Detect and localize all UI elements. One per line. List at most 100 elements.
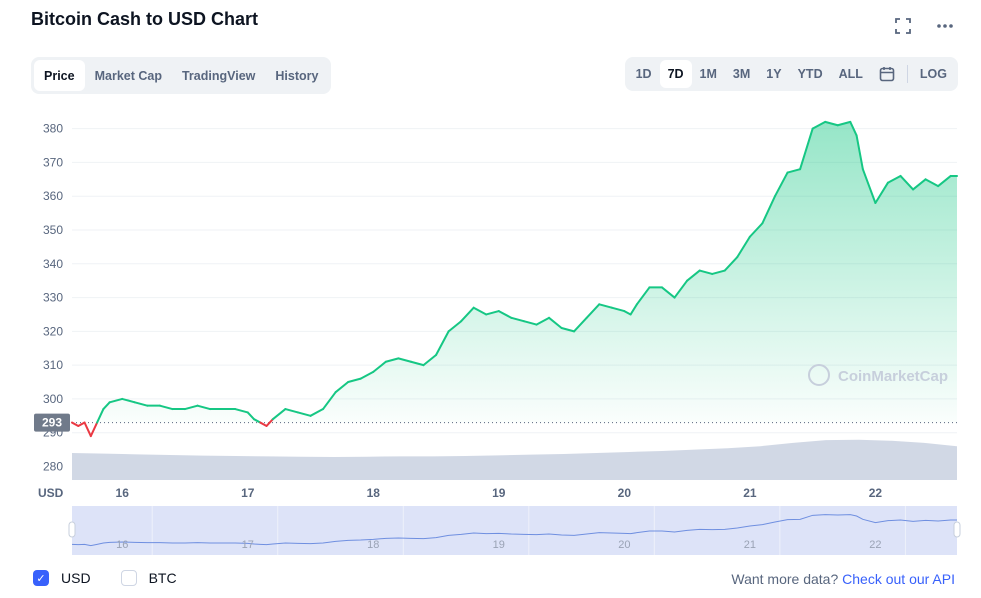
volume-area (72, 439, 957, 480)
price-line-segment (460, 306, 475, 323)
navigator-left-handle (68, 521, 76, 538)
price-line-segment (347, 377, 362, 384)
navigator-tick-label: 19 (493, 539, 505, 551)
price-line-segment (573, 316, 588, 333)
btc-checkbox[interactable] (120, 570, 137, 586)
tab-tradingview[interactable]: TradingView (181, 68, 256, 83)
usd-checkbox[interactable]: ✓ (33, 570, 49, 586)
range-all[interactable]: ALL (838, 67, 863, 81)
price-line-segment (723, 256, 739, 272)
y-tick-label: 350 (43, 223, 63, 237)
usd-label: USD (61, 570, 91, 586)
y-tick-label: 310 (43, 358, 63, 372)
navigator-tick-label: 17 (242, 539, 254, 551)
log-scale-toggle[interactable]: LOG (919, 67, 947, 81)
reference-label-box (34, 413, 70, 432)
price-line-segment (158, 404, 174, 411)
price-line-segment (322, 391, 337, 411)
navigator-background (72, 506, 957, 555)
y-tick-label: 330 (43, 291, 63, 305)
price-line-segment (77, 421, 86, 427)
price-line-segment (71, 421, 80, 427)
price-line-segment (234, 408, 249, 414)
price-line-segment (196, 404, 212, 411)
price-line-segment (89, 421, 99, 438)
price-line-segment (799, 127, 814, 171)
price-line-segment (397, 357, 412, 363)
price-line-segment (271, 408, 287, 421)
tab-price[interactable]: Price (34, 60, 85, 91)
y-tick-label: 370 (43, 155, 63, 169)
price-line-segment (96, 408, 105, 424)
range-1m[interactable]: 1M (699, 67, 717, 81)
y-tick-label: 300 (43, 392, 63, 406)
price-line-segment (598, 303, 613, 309)
more-horizontal-icon[interactable] (935, 16, 955, 36)
price-line-segment (183, 404, 199, 411)
price-line-segment (585, 303, 601, 319)
time-range-tabs: 1D 7D 1M 3M 1Y YTD ALL LOG (624, 57, 958, 91)
price-line-segment (359, 370, 375, 380)
y-unit-label: USD (38, 486, 64, 500)
price-line-segment (548, 316, 563, 329)
chart-type-tabs: Price Market Cap TradingView History (31, 57, 332, 94)
price-line-segment (522, 320, 538, 326)
price-line-segment (623, 310, 632, 316)
price-line-segment (284, 408, 299, 414)
price-line-segment (121, 397, 136, 404)
price-line-segment (409, 360, 425, 367)
price-line-segment (686, 269, 701, 282)
navigator-tick-label: 21 (744, 539, 756, 551)
price-line-segment (246, 411, 256, 421)
y-tick-label: 380 (43, 122, 63, 136)
range-ytd[interactable]: YTD (797, 67, 823, 81)
price-line-segment (108, 397, 124, 404)
range-3m[interactable]: 3M (732, 67, 751, 81)
price-line-segment (485, 310, 500, 316)
tab-market-cap[interactable]: Market Cap (94, 68, 162, 83)
navigator-right-handle (953, 521, 961, 538)
price-line-segment (497, 310, 513, 319)
navigator-tick-label: 22 (869, 539, 881, 551)
navigator-tick-label: 20 (618, 539, 630, 551)
price-line-segment (635, 286, 651, 306)
price-line-segment (912, 178, 927, 191)
price-line-segment (924, 178, 940, 188)
range-1d[interactable]: 1D (635, 67, 652, 81)
price-line-segment (133, 401, 149, 407)
price-line-segment (296, 411, 312, 417)
price-line-segment (372, 360, 387, 373)
currency-legend: ✓ USD BTC (33, 570, 177, 586)
footer-api: Want more data? Check out our API (731, 571, 955, 587)
price-line-segment (259, 421, 268, 427)
navigator-line (71, 514, 957, 547)
navigator-tick-label: 18 (367, 539, 379, 551)
price-line-segment (748, 222, 764, 238)
price-line-segment (673, 279, 689, 299)
x-tick-label: 21 (743, 486, 757, 500)
price-line-segment (811, 120, 827, 130)
range-1y[interactable]: 1Y (766, 67, 782, 81)
fullscreen-icon[interactable] (893, 16, 913, 36)
price-line-segment (472, 306, 488, 316)
tab-history[interactable]: History (275, 68, 319, 83)
price-line-segment (855, 134, 864, 171)
price-line-segment (422, 354, 438, 367)
price-line-segment (309, 408, 325, 417)
y-tick-label: 320 (43, 324, 63, 338)
price-line-segment (83, 421, 92, 438)
x-tick-label: 17 (241, 486, 255, 500)
range-7d[interactable]: 7D (659, 60, 692, 88)
price-chart[interactable]: 280290300310320330340350360370380293Coin… (0, 0, 981, 560)
price-line-segment (535, 316, 551, 326)
price-line-segment (849, 120, 858, 137)
price-line-segment (560, 326, 576, 333)
x-tick-label: 16 (116, 486, 130, 500)
price-line-segment (698, 269, 714, 275)
calendar-icon[interactable] (871, 60, 903, 88)
price-line-segment (899, 174, 915, 191)
x-tick-label: 20 (618, 486, 632, 500)
y-tick-label: 340 (43, 257, 63, 271)
price-line-segment (861, 168, 877, 204)
api-link[interactable]: Check out our API (842, 571, 955, 587)
